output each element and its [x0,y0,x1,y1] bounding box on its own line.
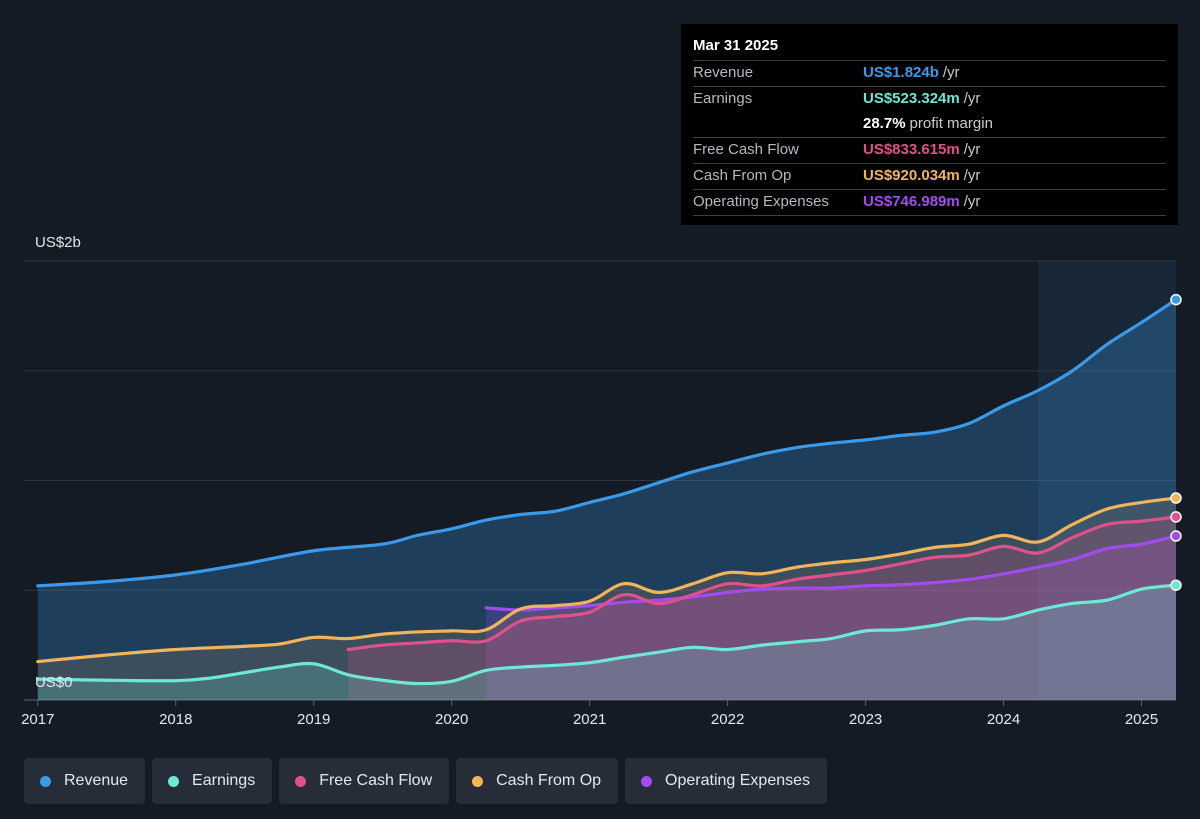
free-cash-flow-end-point [1170,511,1182,523]
legend-item-operating-expenses[interactable]: Operating Expenses [625,758,828,804]
x-tick-label: 2018 [159,711,192,728]
legend-dot-icon [641,775,653,787]
tooltip-label: Revenue [693,64,754,81]
free-cash-flow-line [346,515,1178,652]
tooltip-row-revenue: Revenue US$1.824b /yr [693,60,1166,86]
legend-label: Earnings [192,772,256,789]
tooltip-value: US$746.989m [863,193,960,210]
tooltip-label [693,112,863,137]
tooltip-date: Mar 31 2025 [693,37,779,54]
x-axis-ticks: 2017 2018 2019 2020 2021 2022 2023 2024 2025 [21,700,1158,728]
data-tooltip: Mar 31 2025 Revenue US$1.824b /yr Earnin… [681,24,1178,225]
legend-item-earnings[interactable]: Earnings [152,758,273,804]
series-end-markers [1170,293,1182,591]
tooltip-row-free-cash-flow: Free Cash Flow US$833.615m /yr [693,137,1166,163]
gridlines [24,260,1176,701]
x-tick-label: 2023 [849,711,882,728]
x-tick-label: 2019 [297,711,330,728]
earnings-line [36,583,1178,686]
tooltip-label: Earnings [693,90,753,107]
x-tick-label: 2024 [987,711,1020,728]
series-areas [37,299,1177,700]
tooltip-value: US$833.615m [863,141,960,158]
legend-label: Revenue [64,772,129,789]
tooltip-row-operating-expenses: Operating Expenses US$746.989m /yr [693,189,1166,216]
legend-item-free-cash-flow[interactable]: Free Cash Flow [279,758,450,804]
operating-expenses-area [486,536,1176,700]
legend-item-cash-from-op[interactable]: Cash From Op [456,758,619,804]
tooltip-row-profit-margin: 28.7% profit margin [693,112,1166,137]
tooltip-row-earnings: Earnings US$523.324m /yr [693,86,1166,112]
cash-from-op-line [36,496,1178,664]
chart-legend: Revenue Earnings Free Cash Flow Cash Fro… [24,758,828,804]
tooltip-value: US$523.324m [863,90,960,107]
operating-expenses-end-point [1170,530,1182,542]
legend-dot-icon [295,775,307,787]
tooltip-unit: profit margin [909,115,993,132]
tooltip-label: Cash From Op [693,167,792,184]
operating-expenses-line [484,534,1178,612]
free-cash-flow-area [348,516,1176,700]
legend-dot-icon [472,775,484,787]
legend-label: Free Cash Flow [319,772,433,789]
x-tick-label: 2020 [435,711,468,728]
legend-item-revenue[interactable]: Revenue [24,758,146,804]
cash-from-op-end-point [1170,492,1182,504]
y-axis-zero-label: US$0 [35,674,73,691]
tooltip-unit: /yr [963,193,981,210]
revenue-end-point [1170,293,1182,306]
x-tick-label: 2022 [711,711,744,728]
x-tick-label: 2017 [21,711,54,728]
legend-label: Cash From Op [496,772,602,789]
tooltip-unit: /yr [942,64,960,81]
tooltip-value: US$1.824b [863,64,939,81]
cash-from-op-area [37,498,1177,700]
earnings-end-point [1170,579,1182,591]
legend-dot-icon [40,775,51,787]
y-axis-top-label: US$2b [35,234,81,251]
tooltip-unit: /yr [963,90,981,107]
tooltip-row-cash-from-op: Cash From Op US$920.034m /yr [693,163,1166,189]
x-tick-label: 2025 [1125,711,1158,728]
tooltip-unit: /yr [963,141,981,158]
legend-label: Operating Expenses [665,772,811,789]
series-lines [36,298,1178,686]
tooltip-label: Free Cash Flow [693,141,799,158]
earnings-area [37,585,1177,700]
x-tick-label: 2021 [573,711,606,728]
tooltip-value: US$920.034m [863,167,960,184]
revenue-line [36,298,1178,588]
tooltip-unit: /yr [963,167,981,184]
tooltip-value: 28.7% [863,115,906,132]
legend-dot-icon [168,775,180,787]
tooltip-label: Operating Expenses [693,193,829,210]
